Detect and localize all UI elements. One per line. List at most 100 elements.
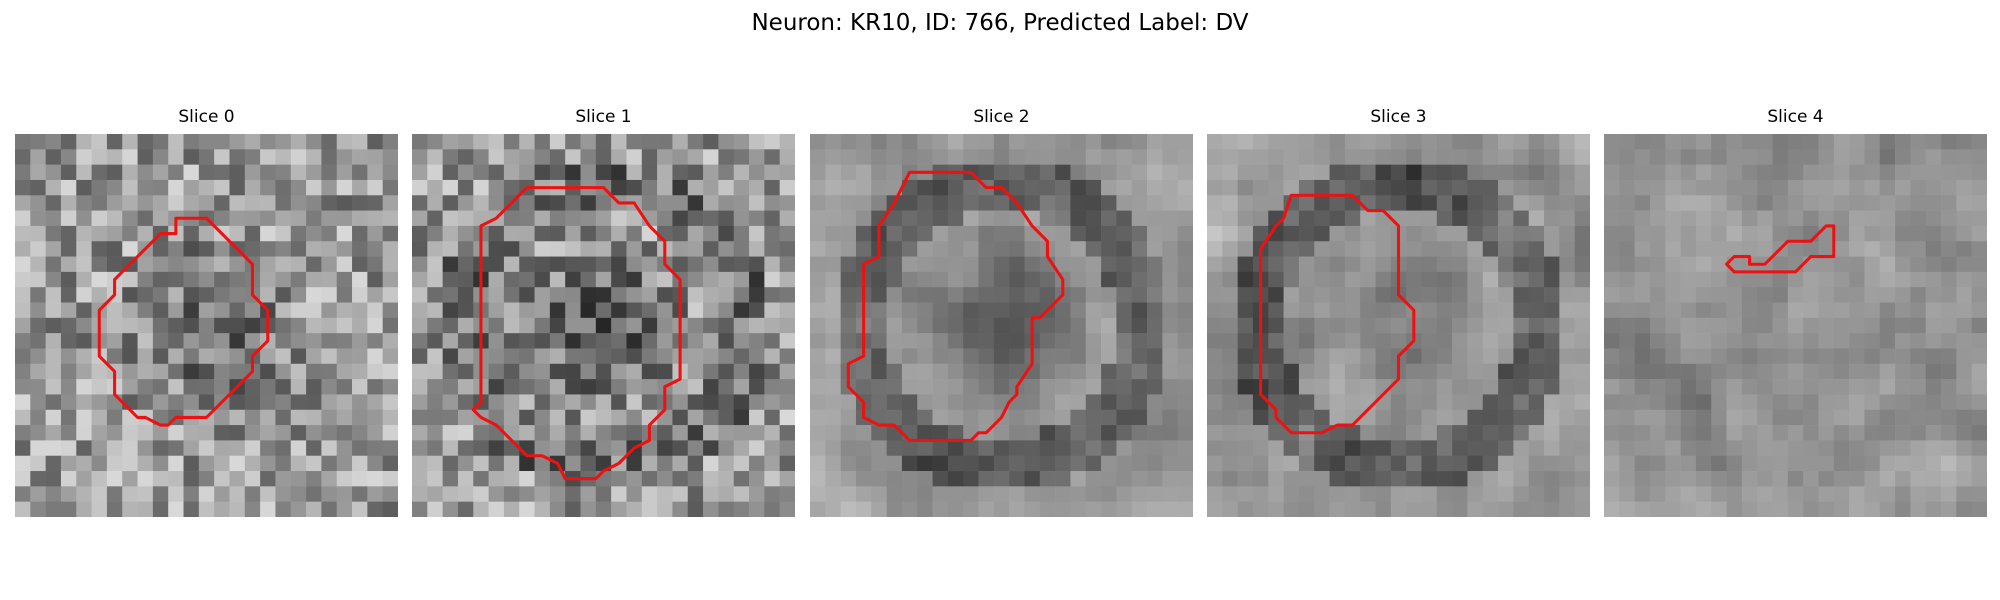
pixel bbox=[336, 471, 353, 487]
pixel bbox=[534, 210, 551, 227]
pixel bbox=[275, 409, 292, 426]
pixel bbox=[336, 363, 353, 380]
pixel bbox=[1162, 317, 1178, 334]
pixel bbox=[963, 394, 979, 411]
pixel bbox=[672, 409, 689, 426]
pixel bbox=[412, 241, 428, 257]
pixel bbox=[1482, 363, 1499, 380]
pixel bbox=[244, 134, 261, 150]
pixel bbox=[1711, 164, 1727, 181]
pixel bbox=[1680, 348, 1697, 365]
pixel bbox=[137, 471, 154, 487]
pixel bbox=[290, 363, 307, 380]
pixel bbox=[810, 287, 826, 303]
pixel bbox=[1634, 149, 1651, 165]
pixel bbox=[1237, 363, 1254, 380]
pixel bbox=[1910, 271, 1927, 288]
pixel bbox=[932, 440, 949, 457]
pixel bbox=[260, 287, 276, 303]
pixel bbox=[672, 195, 689, 211]
pixel bbox=[672, 256, 689, 273]
pixel bbox=[1726, 501, 1743, 517]
pixel bbox=[260, 394, 276, 411]
pixel bbox=[1329, 302, 1346, 319]
pixel bbox=[1787, 440, 1804, 457]
pixel bbox=[321, 195, 338, 211]
pixel bbox=[1665, 317, 1681, 334]
pixel bbox=[1055, 256, 1071, 273]
pixel bbox=[565, 134, 581, 150]
pixel bbox=[76, 471, 92, 487]
pixel bbox=[1665, 149, 1681, 165]
pixel bbox=[457, 379, 474, 395]
pixel bbox=[1741, 379, 1758, 395]
pixel bbox=[1467, 486, 1484, 502]
pixel bbox=[457, 348, 474, 365]
pixel bbox=[1559, 134, 1575, 150]
pixel bbox=[1298, 225, 1315, 242]
pixel bbox=[718, 440, 735, 457]
pixel bbox=[1222, 425, 1238, 441]
pixel bbox=[947, 409, 964, 426]
pixel bbox=[1329, 409, 1346, 426]
pixel bbox=[733, 425, 750, 441]
pixel bbox=[1513, 256, 1530, 273]
pixel bbox=[1162, 440, 1178, 457]
pixel bbox=[1619, 471, 1635, 487]
pixel bbox=[1772, 195, 1789, 211]
pixel bbox=[1222, 241, 1238, 257]
pixel bbox=[1177, 256, 1193, 273]
pixel bbox=[1849, 302, 1865, 319]
pixel bbox=[1879, 179, 1896, 196]
pixel bbox=[1436, 179, 1453, 196]
pixel bbox=[595, 363, 612, 380]
pixel bbox=[352, 287, 368, 303]
pixel bbox=[1344, 333, 1361, 349]
pixel bbox=[1070, 348, 1087, 365]
pixel bbox=[214, 256, 230, 273]
pixel bbox=[1283, 287, 1300, 303]
pixel bbox=[1818, 241, 1835, 257]
pixel bbox=[1009, 134, 1025, 150]
pixel bbox=[244, 164, 261, 181]
pixel bbox=[672, 149, 689, 165]
pixel bbox=[1177, 471, 1193, 487]
pixel bbox=[917, 271, 933, 288]
pixel bbox=[626, 425, 643, 441]
pixel bbox=[106, 501, 123, 517]
pixel bbox=[1711, 455, 1727, 472]
pixel bbox=[1177, 287, 1193, 303]
pixel bbox=[1604, 409, 1620, 426]
pixel bbox=[1895, 363, 1911, 380]
pixel bbox=[1085, 149, 1102, 165]
pixel bbox=[1695, 409, 1712, 426]
pixel bbox=[1222, 471, 1238, 487]
pixel bbox=[1956, 348, 1972, 365]
pixel bbox=[549, 164, 566, 181]
pixel bbox=[1528, 440, 1545, 457]
pixel bbox=[1528, 333, 1545, 349]
pixel bbox=[1544, 394, 1560, 411]
pixel bbox=[1757, 134, 1773, 150]
pixel bbox=[1925, 333, 1942, 349]
pixel bbox=[382, 271, 398, 288]
pixel bbox=[580, 210, 597, 227]
pixel bbox=[687, 379, 704, 395]
pixel bbox=[137, 486, 154, 502]
pixel bbox=[1941, 302, 1957, 319]
pixel bbox=[1467, 317, 1484, 334]
pixel bbox=[1833, 287, 1850, 303]
pixel bbox=[1711, 471, 1727, 487]
pixel bbox=[1910, 425, 1927, 441]
pixel bbox=[1298, 471, 1315, 487]
pixel bbox=[1222, 501, 1238, 517]
pixel bbox=[244, 210, 261, 227]
pixel bbox=[1390, 486, 1407, 502]
pixel bbox=[168, 287, 184, 303]
pixel bbox=[45, 179, 62, 196]
pixel bbox=[1452, 333, 1468, 349]
pixel bbox=[1864, 440, 1881, 457]
pixel bbox=[1559, 302, 1575, 319]
pixel bbox=[1085, 455, 1102, 472]
pixel bbox=[1665, 486, 1681, 502]
